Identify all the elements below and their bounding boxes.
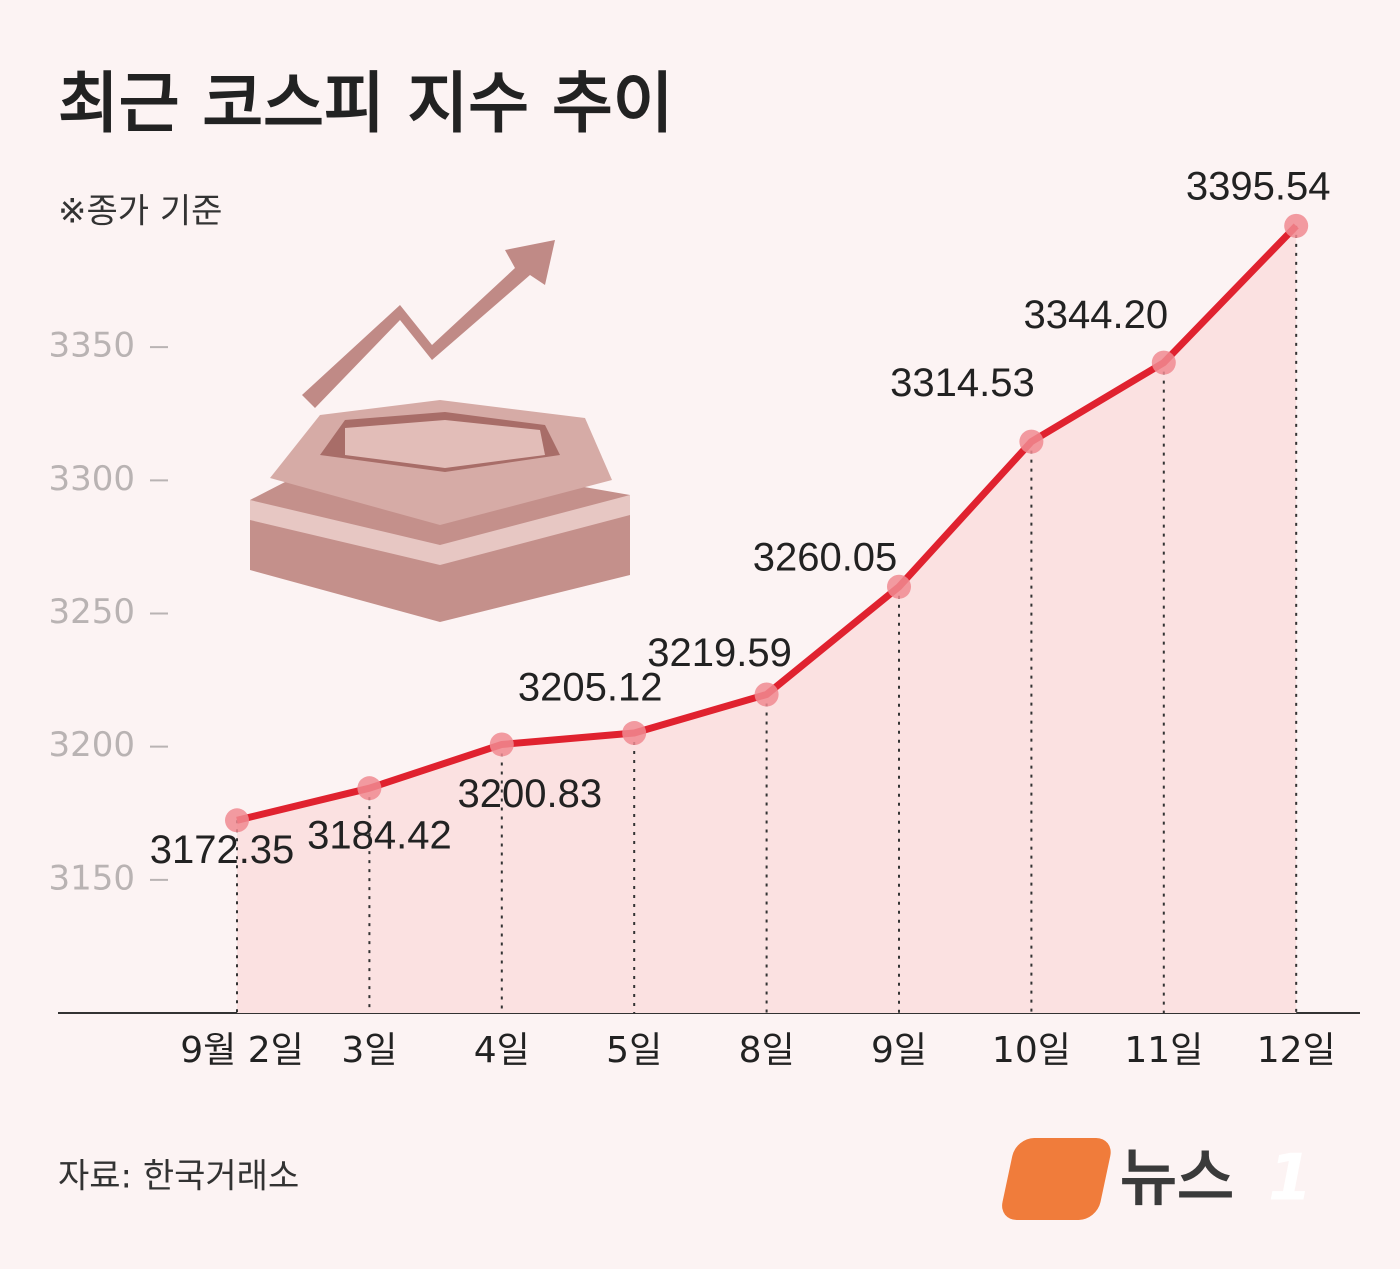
logo-number: 1 bbox=[1268, 1142, 1313, 1216]
value-label: 3314.53 bbox=[890, 361, 1035, 405]
point bbox=[622, 721, 647, 746]
y-tick-label: 3350 bbox=[48, 326, 135, 366]
x-tick-label: 8일 bbox=[739, 1030, 795, 1071]
point bbox=[489, 732, 514, 757]
x-tick-label: 9월 2일 bbox=[180, 1030, 304, 1071]
point bbox=[754, 682, 779, 707]
y-tick-label: 3150 bbox=[48, 858, 135, 898]
value-label: 3260.05 bbox=[753, 535, 898, 579]
logo-text: 뉴스 bbox=[1120, 1141, 1234, 1214]
area bbox=[237, 225, 1297, 1013]
value-label: 3172.35 bbox=[150, 828, 295, 872]
value-label: 3395.54 bbox=[1186, 164, 1331, 208]
point bbox=[357, 776, 382, 801]
point bbox=[887, 574, 911, 599]
point bbox=[1019, 429, 1044, 454]
point bbox=[1151, 350, 1176, 375]
source: 자료: 한국거래소 bbox=[58, 1157, 299, 1197]
logo-box bbox=[1002, 1138, 1111, 1220]
value-label: 3219.59 bbox=[647, 631, 792, 675]
x-tick-label: 3일 bbox=[341, 1030, 397, 1071]
illustration bbox=[250, 240, 630, 622]
value-label: 3205.12 bbox=[518, 666, 663, 710]
logo: 뉴스 1 bbox=[1002, 1138, 1313, 1220]
point bbox=[1284, 213, 1309, 238]
x-tick-label: 5일 bbox=[606, 1030, 662, 1071]
x-tick-label: 11일 bbox=[1124, 1030, 1203, 1071]
note: ※종가 기준 bbox=[58, 192, 222, 232]
y-tick-label: 3200 bbox=[48, 725, 135, 765]
point bbox=[225, 808, 249, 833]
y-tick-label: 3250 bbox=[48, 592, 135, 632]
value-label: 3344.20 bbox=[1024, 293, 1169, 337]
value-label: 3200.83 bbox=[458, 772, 603, 816]
y-tick-label: 3300 bbox=[48, 459, 135, 499]
chart-title: 최근 코스피 지수 추이 bbox=[58, 65, 673, 142]
x-tick-label: 9일 bbox=[871, 1030, 927, 1071]
value-label: 3184.42 bbox=[307, 814, 452, 858]
x-tick-label: 12일 bbox=[1257, 1030, 1336, 1071]
x-tick-label: 4일 bbox=[474, 1030, 530, 1071]
x-tick-label: 10일 bbox=[992, 1030, 1071, 1071]
